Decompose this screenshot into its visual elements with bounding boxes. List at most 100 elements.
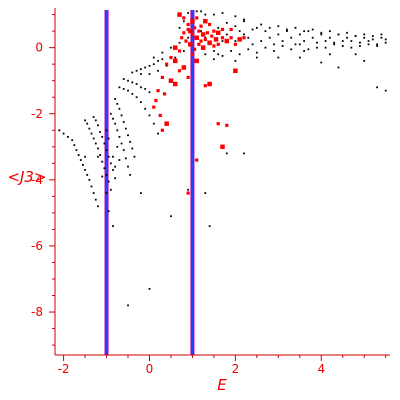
data-point <box>103 167 106 170</box>
data-point <box>367 40 370 42</box>
data-point <box>221 55 224 57</box>
data-point <box>213 50 215 52</box>
data-point <box>238 30 241 33</box>
data-point <box>255 51 258 54</box>
highlight-point <box>154 98 158 103</box>
data-point <box>294 26 297 29</box>
data-point <box>346 36 348 39</box>
data-point <box>371 38 374 41</box>
data-point <box>97 147 99 150</box>
highlight-point <box>208 22 212 27</box>
data-point <box>86 122 89 125</box>
highlight-point <box>203 18 208 24</box>
data-point <box>135 96 138 99</box>
highlight-point <box>210 34 214 38</box>
highlight-point <box>216 122 220 126</box>
data-point <box>148 64 151 67</box>
highlight-point <box>188 42 193 47</box>
highlight-point <box>177 12 182 17</box>
data-point <box>118 159 121 161</box>
data-point <box>107 155 110 158</box>
data-point <box>204 192 207 194</box>
highlight-point <box>237 37 242 42</box>
highlight-point <box>220 144 225 150</box>
highlight-point <box>169 55 173 60</box>
data-point <box>131 81 134 84</box>
data-point <box>290 48 293 51</box>
data-point <box>178 41 181 44</box>
data-point <box>363 33 366 36</box>
data-point <box>161 51 164 54</box>
data-point <box>376 86 379 89</box>
data-point <box>127 304 129 307</box>
data-point <box>354 35 357 37</box>
data-point <box>75 149 78 152</box>
highlight-point <box>200 45 206 50</box>
highlight-point <box>190 18 195 24</box>
data-point <box>273 43 275 46</box>
data-point <box>178 26 181 29</box>
data-point <box>101 160 104 163</box>
data-point <box>133 155 136 158</box>
data-point <box>127 134 129 137</box>
data-point <box>116 145 119 148</box>
highlight-point <box>213 37 219 42</box>
highlight-point <box>212 44 216 48</box>
data-point <box>277 56 280 59</box>
data-point <box>97 155 99 158</box>
highlight-point <box>182 16 186 20</box>
data-point <box>213 13 215 16</box>
highlight-point <box>207 40 212 45</box>
data-point <box>58 129 61 132</box>
data-point <box>124 127 127 130</box>
data-point <box>320 61 323 64</box>
data-point <box>139 73 142 75</box>
data-point <box>73 144 76 147</box>
data-point <box>174 56 177 59</box>
data-point <box>195 10 198 13</box>
data-point <box>84 119 86 122</box>
data-point <box>152 122 155 125</box>
data-point <box>311 28 314 31</box>
highlight-point <box>160 128 164 132</box>
data-point <box>114 122 117 125</box>
data-point <box>157 132 159 135</box>
data-point <box>247 36 250 39</box>
data-point <box>114 97 117 100</box>
data-point <box>94 198 97 201</box>
data-point <box>118 135 121 138</box>
highlight-point <box>173 58 178 64</box>
data-point <box>152 56 155 59</box>
data-point <box>101 135 104 138</box>
data-point <box>328 36 331 39</box>
data-point <box>320 31 323 34</box>
data-point <box>112 155 114 158</box>
highlight-point <box>224 38 230 44</box>
data-point <box>251 43 254 46</box>
y-axis-label: <J3> <box>7 168 46 186</box>
data-point <box>88 178 91 181</box>
data-point <box>161 58 164 61</box>
highlight-point <box>220 27 225 32</box>
data-point <box>131 93 134 95</box>
highlight-point <box>197 42 201 46</box>
x-tick-label: -2 <box>58 362 70 376</box>
data-point <box>367 43 370 46</box>
data-point <box>135 83 138 85</box>
data-point <box>204 53 207 56</box>
data-point <box>298 33 301 36</box>
highlight-point <box>212 29 216 33</box>
data-point <box>268 26 271 29</box>
data-point <box>290 36 293 39</box>
data-point <box>187 12 190 14</box>
data-point <box>94 119 97 122</box>
data-point <box>122 78 125 80</box>
data-point <box>107 137 110 140</box>
highlight-point <box>152 105 156 109</box>
highlight-point <box>186 75 190 79</box>
highlight-point <box>195 158 199 162</box>
data-point <box>105 149 108 152</box>
data-point <box>90 185 93 188</box>
data-point <box>359 41 361 44</box>
